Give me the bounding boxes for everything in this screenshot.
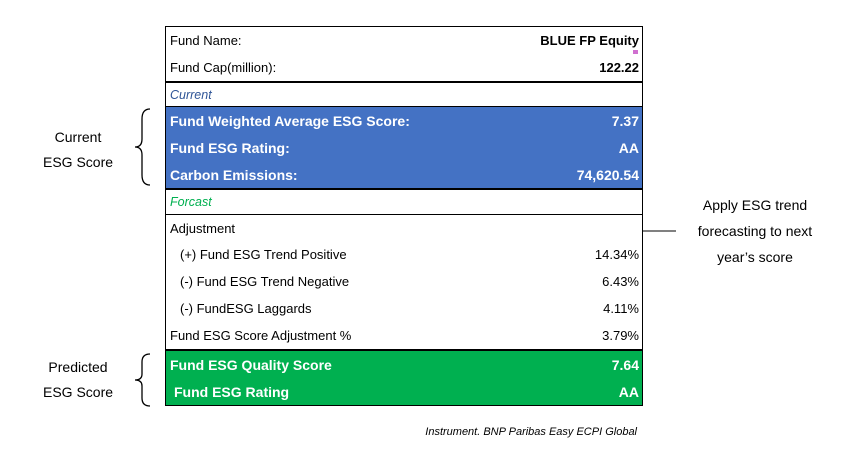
- current-label-line2: ESG Score: [42, 154, 114, 170]
- current-block: Fund Weighted Average ESG Score: 7.37 Fu…: [166, 106, 642, 188]
- forecast-note: Apply ESG trend forecasting to next year…: [670, 192, 840, 270]
- current-section-header: Current: [166, 81, 642, 106]
- predicted-block: Fund ESG Quality Score 7.64 Fund ESG Rat…: [166, 349, 642, 405]
- fund-cap-row: Fund Cap(million): 122.22: [166, 54, 642, 81]
- predicted-row-label: Fund ESG Rating: [174, 383, 290, 400]
- note-line2: forecasting to next: [697, 223, 813, 239]
- forecast-item-label: (-) Fund ESG Trend Negative: [180, 274, 350, 289]
- cell-marker: [633, 50, 638, 54]
- predicted-esg-score-label: Predicted ESG Score: [38, 355, 118, 405]
- fund-name-label: Fund Name:: [170, 33, 242, 48]
- predicted-row: Fund ESG Quality Score 7.64: [166, 351, 642, 378]
- current-row-value: 74,620.54: [576, 166, 639, 183]
- fund-name-value: BLUE FP Equity: [540, 33, 639, 48]
- predicted-row-value: 7.64: [611, 356, 639, 373]
- source-caption: Instrument. BNP Paribas Easy ECPI Global: [425, 426, 637, 438]
- forecast-item-row: (-) FundESG Laggards 4.11%: [166, 295, 642, 322]
- predicted-row-label: Fund ESG Quality Score: [170, 356, 332, 373]
- fund-name-row: Fund Name: BLUE FP Equity: [166, 27, 642, 54]
- forecast-section-label: Forcast: [170, 195, 212, 209]
- current-row-label: Fund Weighted Average ESG Score:: [170, 112, 410, 129]
- fund-cap-value: 122.22: [599, 60, 639, 75]
- forecast-item-value: 6.43%: [602, 274, 639, 289]
- forecast-item-row: (+) Fund ESG Trend Positive 14.34%: [166, 241, 642, 268]
- score-adjustment-label: Fund ESG Score Adjustment %: [170, 328, 352, 343]
- current-row: Fund ESG Rating: AA: [166, 134, 642, 161]
- forecast-item-value: 4.11%: [603, 301, 639, 316]
- score-adjustment-value: 3.79%: [602, 328, 639, 343]
- predicted-brace-icon: [134, 353, 151, 407]
- current-esg-score-label: Current ESG Score: [38, 125, 118, 175]
- predicted-label-line2: ESG Score: [42, 384, 114, 400]
- forecast-item-label: (+) Fund ESG Trend Positive: [180, 247, 347, 262]
- forecast-item-row: (-) Fund ESG Trend Negative 6.43%: [166, 268, 642, 295]
- predicted-row: Fund ESG Rating AA: [166, 378, 642, 405]
- esg-fund-panel: Fund Name: BLUE FP Equity Fund Cap(milli…: [165, 26, 643, 406]
- predicted-label-line1: Predicted: [48, 359, 108, 375]
- current-row-label: Fund ESG Rating:: [170, 139, 290, 156]
- forecast-item-label: (-) FundESG Laggards: [180, 301, 312, 316]
- current-label-line1: Current: [54, 129, 102, 145]
- current-row-value: AA: [618, 139, 639, 156]
- current-brace-icon: [134, 108, 151, 186]
- fund-cap-label: Fund Cap(million):: [170, 60, 277, 75]
- forecast-item-value: 14.34%: [594, 247, 639, 262]
- current-row: Fund Weighted Average ESG Score: 7.37: [166, 107, 642, 134]
- note-line1: Apply ESG trend: [702, 197, 808, 213]
- predicted-row-value: AA: [618, 383, 639, 400]
- adjustment-label: Adjustment: [170, 220, 236, 236]
- forecast-section-header: Forcast: [166, 188, 642, 214]
- current-row: Carbon Emissions: 74,620.54: [166, 161, 642, 188]
- score-adjustment-row: Fund ESG Score Adjustment % 3.79%: [166, 322, 642, 349]
- note-line3: year’s score: [717, 249, 793, 265]
- current-row-label: Carbon Emissions:: [170, 166, 298, 183]
- current-row-value: 7.37: [611, 112, 639, 129]
- adjustment-row: Adjustment: [166, 214, 642, 241]
- current-section-label: Current: [170, 87, 212, 102]
